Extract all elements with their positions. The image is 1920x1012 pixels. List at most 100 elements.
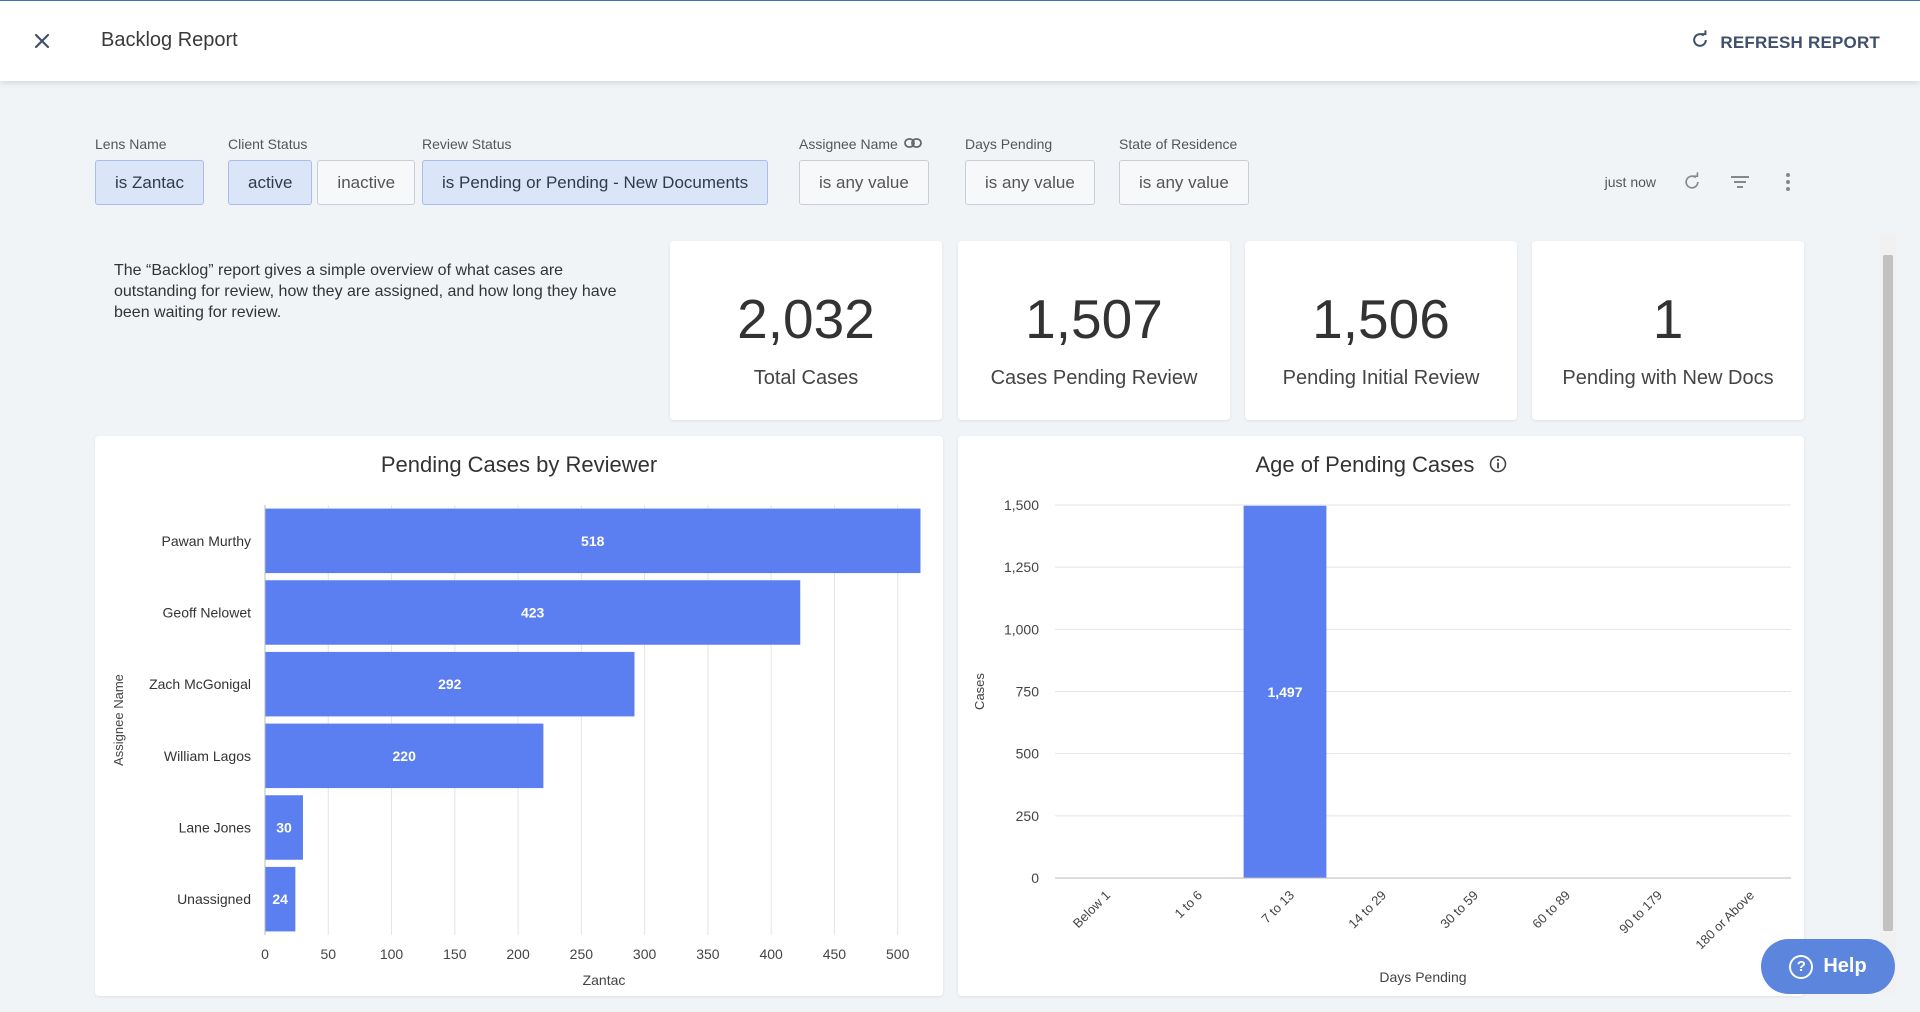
- kpi-value: 1,507: [1025, 288, 1163, 350]
- kpi-value: 1: [1652, 288, 1684, 350]
- report-header: Backlog Report REFRESH REPORT: [0, 0, 1920, 81]
- age-chart-card: Age of Pending Cases 0 250 500 750 1,000 1,25…: [958, 436, 1804, 996]
- filter-icon[interactable]: [1728, 170, 1752, 194]
- y-axis-title: Assignee Name: [111, 674, 126, 766]
- bar: [265, 866, 296, 932]
- y-tick-label: Geoff Nelowet: [163, 605, 252, 621]
- data-label: 518: [581, 533, 605, 549]
- filter-lens-name: Lens Name is Zantac: [95, 134, 204, 205]
- x-tick-label: Below 1: [1070, 888, 1113, 931]
- filter-chip-review-status[interactable]: is Pending or Pending - New Documents: [422, 160, 769, 205]
- y-tick-label: Unassigned: [177, 891, 251, 907]
- filter-chip-state-of-residence[interactable]: is any value: [1119, 160, 1249, 205]
- y-tick-label: 1,500: [1004, 497, 1039, 513]
- bar: [265, 795, 303, 860]
- filter-chip-days-pending[interactable]: is any value: [965, 160, 1095, 205]
- reviewer-bar-chart: 0 50 100 150 200 250 300 350 400 450 500 Pawan Murt…: [111, 505, 921, 988]
- x-tick-label: 100: [380, 946, 404, 962]
- kpi-value: 2,032: [737, 288, 875, 350]
- y-tick-label: 1,000: [1004, 621, 1039, 637]
- bar: [265, 723, 544, 789]
- dashboard-toolbar: just now: [1605, 170, 1800, 194]
- bar: [265, 508, 921, 574]
- help-label: Help: [1823, 955, 1867, 977]
- more-options-icon[interactable]: [1776, 170, 1800, 194]
- close-icon[interactable]: [30, 29, 54, 53]
- x-tick-label: 450: [823, 946, 847, 962]
- x-tick-label: 500: [886, 946, 910, 962]
- x-tick-label: 30 to 59: [1437, 888, 1481, 932]
- chart-title: Age of Pending Cases: [958, 452, 1804, 479]
- link-icon[interactable]: [903, 136, 922, 152]
- data-label: 24: [272, 891, 288, 907]
- bar: [265, 580, 801, 645]
- data-label: 292: [438, 676, 462, 692]
- filter-chip-active[interactable]: active: [228, 160, 313, 205]
- y-axis-title: Cases: [972, 673, 987, 710]
- y-tick-label: William Lagos: [164, 748, 251, 764]
- kpi-value: 1,506: [1312, 288, 1450, 350]
- x-tick-label: 90 to 179: [1616, 888, 1665, 937]
- filter-label: Client Status: [228, 136, 308, 152]
- data-label: 423: [521, 605, 545, 621]
- data-label: 1,497: [1267, 684, 1302, 700]
- y-tick-label: 0: [1031, 870, 1039, 886]
- help-button[interactable]: ? Help: [1761, 939, 1895, 994]
- filter-label: Lens Name: [95, 136, 167, 152]
- kpi-cases-pending-review: 1,507 Cases Pending Review: [958, 241, 1230, 420]
- kpi-label: Pending with New Docs: [1562, 367, 1774, 389]
- x-tick-label: 150: [443, 946, 467, 962]
- reload-icon[interactable]: [1680, 170, 1704, 194]
- kpi-pending-with-new-docs: 1 Pending with New Docs: [1532, 241, 1804, 420]
- x-tick-label: 350: [696, 946, 720, 962]
- age-bar-chart: 0 250 500 750 1,000 1,250 1,500 Below 1 1 to 6 1,…: [972, 497, 1791, 985]
- filter-chip-assignee-name[interactable]: is any value: [799, 160, 929, 205]
- question-icon: ?: [1789, 954, 1814, 979]
- y-tick-label: Lane Jones: [179, 820, 251, 836]
- refresh-report-label: REFRESH REPORT: [1720, 32, 1880, 52]
- report-description: The “Backlog” report gives a simple over…: [114, 262, 617, 321]
- filter-chip-lens-name[interactable]: is Zantac: [95, 160, 204, 205]
- y-tick-label: 500: [1016, 746, 1040, 762]
- reviewer-chart-card: Pending Cases by Reviewer 0 50 100 150 200 25…: [95, 436, 943, 996]
- data-label: 220: [393, 748, 417, 764]
- x-tick-label: 1 to 6: [1172, 888, 1206, 922]
- kpi-label: Cases Pending Review: [990, 367, 1198, 389]
- filter-chip-inactive[interactable]: inactive: [317, 160, 416, 205]
- y-tick-label: Zach McGonigal: [149, 676, 251, 692]
- x-tick-label: 400: [759, 946, 783, 962]
- filter-assignee-name: Assignee Name is any value: [799, 134, 929, 205]
- y-tick-label: 750: [1016, 684, 1040, 700]
- x-axis-title: Zantac: [583, 972, 626, 988]
- kpi-label: Total Cases: [753, 367, 859, 389]
- y-tick-label: 1,250: [1004, 559, 1039, 575]
- kpi-total-cases: 2,032 Total Cases: [670, 241, 942, 420]
- filter-review-status: Review Status is Pending or Pending - Ne…: [422, 134, 769, 205]
- refresh-icon: [1690, 30, 1710, 55]
- filter-label: Assignee Name: [799, 136, 898, 152]
- filter-days-pending: Days Pending is any value: [965, 134, 1095, 205]
- filter-label: Review Status: [422, 136, 512, 152]
- page-title: Backlog Report: [101, 29, 238, 51]
- info-icon[interactable]: [1489, 453, 1507, 479]
- filter-label: Days Pending: [965, 136, 1053, 152]
- scrollbar[interactable]: [1880, 233, 1896, 993]
- x-tick-label: 250: [570, 946, 594, 962]
- kpi-pending-initial-review: 1,506 Pending Initial Review: [1245, 241, 1517, 420]
- scrollbar-thumb[interactable]: [1883, 255, 1893, 931]
- data-label: 30: [276, 820, 292, 836]
- x-axis-title: Days Pending: [1379, 969, 1466, 985]
- filter-state-of-residence: State of Residence is any value: [1119, 134, 1249, 205]
- chart-title: Pending Cases by Reviewer: [380, 452, 658, 477]
- refresh-report-button[interactable]: REFRESH REPORT: [1690, 30, 1880, 55]
- y-tick-label: 250: [1016, 808, 1040, 824]
- x-tick-label: 200: [506, 946, 530, 962]
- last-updated-text: just now: [1604, 174, 1656, 190]
- filter-client-status: Client Status active inactive: [228, 134, 416, 205]
- chart-title-text: Age of Pending Cases: [1255, 452, 1475, 477]
- filter-label: State of Residence: [1119, 136, 1238, 152]
- x-tick-label: 300: [633, 946, 657, 962]
- x-tick-label: 50: [320, 946, 336, 962]
- x-tick-label: 0: [261, 946, 269, 962]
- x-tick-label: 180 or Above: [1692, 888, 1757, 953]
